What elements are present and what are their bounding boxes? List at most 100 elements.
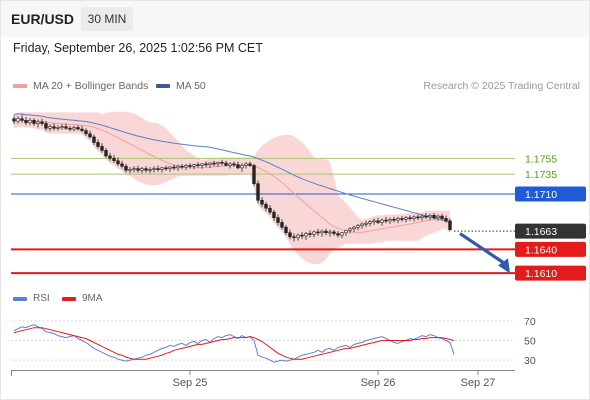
- ma9-swatch: [62, 296, 76, 301]
- forecast-arrow-head: [498, 258, 510, 274]
- level-label-box-5: [515, 265, 586, 281]
- candle: [40, 118, 44, 126]
- candle-body: [248, 163, 252, 166]
- candle-body: [292, 236, 296, 239]
- x-tick-label-1: Sep 26: [361, 377, 396, 389]
- candle: [104, 148, 108, 158]
- candle-body: [176, 165, 180, 169]
- candle: [76, 125, 80, 131]
- candle: [288, 229, 292, 240]
- candle: [204, 161, 208, 168]
- candle-body: [200, 163, 204, 166]
- candle: [96, 139, 100, 149]
- candle: [336, 231, 340, 238]
- legend-rsi-label: RSI: [33, 293, 50, 304]
- candle-body: [212, 162, 216, 165]
- candle: [224, 160, 228, 167]
- candle-body: [80, 128, 84, 131]
- timestamp: Friday, September 26, 2025 1:02:56 PM CE…: [13, 41, 263, 55]
- candle-body: [216, 161, 220, 165]
- candle: [384, 216, 388, 224]
- candle: [60, 124, 64, 130]
- candle: [324, 228, 328, 236]
- candle-body: [48, 126, 52, 129]
- candle: [196, 162, 200, 168]
- candle-body: [404, 217, 408, 220]
- candle: [308, 230, 312, 238]
- candle: [112, 155, 116, 164]
- candle-body: [428, 215, 432, 218]
- candle-body: [224, 162, 228, 166]
- candle: [252, 163, 256, 187]
- candle-body: [324, 230, 328, 234]
- candle-body: [400, 218, 404, 220]
- candle-body: [344, 230, 348, 234]
- candle-body: [312, 231, 316, 235]
- candle-body: [124, 165, 128, 171]
- candle: [168, 166, 172, 172]
- candle-body: [64, 126, 68, 129]
- instrument-title: EUR/USD: [11, 11, 75, 27]
- rsi-line: [13, 324, 455, 363]
- candle: [264, 201, 268, 212]
- candle-body: [208, 162, 212, 165]
- candle-body: [356, 225, 360, 228]
- candle-body: [12, 118, 16, 122]
- candle: [380, 218, 384, 226]
- candle-body: [236, 164, 240, 169]
- rsi-tick-label-70: 70: [524, 316, 536, 328]
- forecast-arrow-shaft: [459, 232, 504, 264]
- candle-body: [388, 218, 392, 222]
- candle: [184, 163, 188, 171]
- candle-body: [40, 121, 44, 124]
- candle: [84, 128, 88, 137]
- candle-body: [352, 226, 356, 230]
- candle-body: [308, 233, 312, 235]
- candle: [220, 159, 224, 166]
- candle-body: [196, 164, 200, 166]
- candle-body: [100, 146, 104, 151]
- candle-body: [376, 220, 380, 223]
- candle: [420, 214, 424, 221]
- candle: [164, 165, 168, 171]
- candle-body: [20, 118, 24, 121]
- candle-body: [96, 142, 100, 147]
- candle-body: [56, 127, 60, 129]
- candle: [152, 166, 156, 173]
- candle: [352, 225, 356, 232]
- candle: [36, 119, 40, 128]
- candle: [348, 227, 352, 234]
- candle: [448, 218, 452, 232]
- candle: [240, 163, 244, 172]
- candle-body: [384, 219, 388, 222]
- ma20-swatch: [13, 84, 27, 88]
- candle: [140, 167, 144, 174]
- candle-body: [148, 169, 152, 171]
- candle: [408, 215, 412, 221]
- candle: [304, 231, 308, 240]
- candle: [52, 123, 56, 131]
- candle: [56, 125, 60, 131]
- candle-body: [336, 233, 340, 236]
- candle-body: [116, 160, 120, 165]
- candle-body: [28, 120, 32, 124]
- candle-body: [240, 165, 244, 169]
- candle: [128, 167, 132, 174]
- candle: [124, 163, 128, 173]
- candle: [80, 125, 84, 133]
- ma50-line: [13, 113, 451, 223]
- timeframe-button[interactable]: 30 MIN: [81, 7, 133, 31]
- level-label-5: 1.1610: [525, 268, 557, 280]
- candle-body: [412, 216, 416, 219]
- candle: [376, 217, 380, 225]
- candle: [272, 209, 276, 221]
- candle-body: [84, 130, 88, 135]
- candle-body: [120, 163, 124, 167]
- candle-body: [180, 165, 184, 168]
- candle: [296, 233, 300, 241]
- candle-body: [104, 150, 108, 157]
- candle: [292, 233, 296, 242]
- candle-body: [24, 120, 28, 124]
- candle: [312, 230, 316, 238]
- candle-body: [72, 127, 76, 130]
